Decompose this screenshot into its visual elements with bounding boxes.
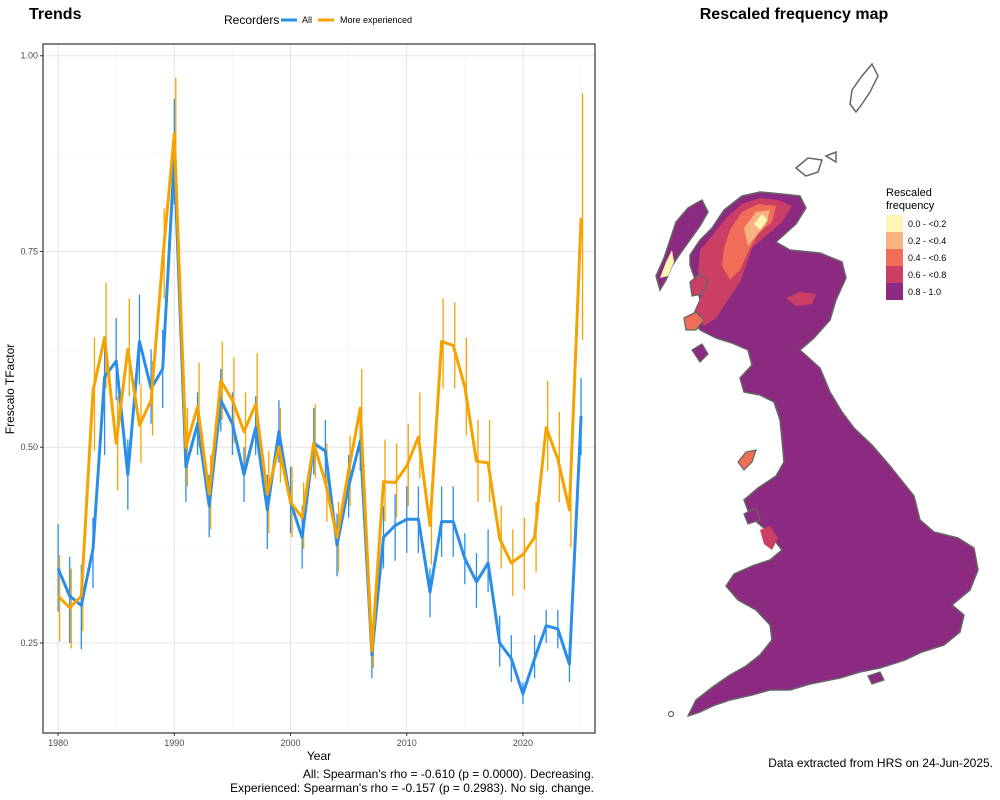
map-legend-title-line1: Rescaled xyxy=(886,187,932,199)
trends-title: Trends xyxy=(29,6,82,23)
plot-border xyxy=(42,43,596,734)
map-patch-lakes xyxy=(760,526,778,550)
map-orkney xyxy=(794,150,837,177)
map-legend: Rescaled frequency 0.0 - <0.20.2 - <0.40… xyxy=(886,187,946,300)
data-credit: Data extracted from HRS on 24-Jun-2025. xyxy=(768,756,993,770)
map-mull xyxy=(683,311,705,331)
map-highland-lowest xyxy=(754,214,768,230)
map-islay xyxy=(691,343,709,364)
series-line-all xyxy=(56,156,583,696)
map-legend-swatch xyxy=(886,215,903,232)
x-axis-title: Year xyxy=(307,749,331,763)
map-legend-items: 0.0 - <0.2 0.2 - <0.4 0.4 - <0.6 0.6 - <0.8… xyxy=(886,215,946,300)
frequency-map xyxy=(655,62,979,718)
map-legend-label: 0.2 - <0.4 xyxy=(908,236,946,246)
y-tick-label: 0.25 xyxy=(20,638,38,648)
map-title: Rescaled frequency map xyxy=(700,6,889,23)
map-hebrides-light xyxy=(660,250,674,278)
series-lines xyxy=(56,132,583,696)
y-tick-label: 0.50 xyxy=(20,442,38,452)
map-legend-label: 0.0 - <0.2 xyxy=(908,219,946,229)
map-skye xyxy=(689,273,709,297)
x-tick-label: 1990 xyxy=(164,738,184,748)
map-legend-swatch xyxy=(886,249,903,266)
stat-line-experienced: Experienced: Spearman's rho = -0.157 (p … xyxy=(230,781,594,795)
stat-line-all: All: Spearman's rho = -0.610 (p = 0.0000… xyxy=(303,767,594,781)
y-tick-label: 1.00 xyxy=(20,51,38,61)
map-legend-title-line2: frequency xyxy=(886,200,935,212)
y-axis-title: Frescalo TFactor xyxy=(3,344,17,434)
legend-title: Recorders xyxy=(224,13,279,27)
map-shetland xyxy=(849,62,879,114)
map-legend-swatch xyxy=(886,266,903,283)
map-legend-swatch xyxy=(886,232,903,249)
map-patch-cairngorm xyxy=(786,292,816,306)
map-highland-medium xyxy=(696,198,792,326)
x-tick-label: 1980 xyxy=(48,738,68,748)
y-axis-ticks: 0.25 0.50 0.75 1.00 xyxy=(20,51,43,648)
map-legend-swatch xyxy=(886,283,903,300)
x-axis-ticks: 1980 1990 2000 2010 2020 xyxy=(48,733,533,748)
legend-label-experienced: More experienced xyxy=(340,15,412,25)
trends-legend: Recorders All More experienced xyxy=(224,13,412,27)
map-isle-of-wight xyxy=(867,671,885,685)
x-tick-label: 2000 xyxy=(281,738,301,748)
grid-lines xyxy=(43,44,595,733)
map-legend-label: 0.4 - <0.6 xyxy=(908,253,946,263)
map-legend-label: 0.6 - <0.8 xyxy=(908,270,946,280)
x-tick-label: 2010 xyxy=(397,738,417,748)
x-tick-label: 2020 xyxy=(513,738,533,748)
legend-label-all: All xyxy=(302,15,312,25)
map-legend-label: 0.8 - 1.0 xyxy=(908,287,941,297)
map-isle-of-man xyxy=(737,449,757,471)
map-mainland xyxy=(687,191,979,717)
map-scilly xyxy=(667,710,675,718)
y-tick-label: 0.75 xyxy=(20,246,38,256)
map-anglesey xyxy=(743,507,761,525)
plot-background xyxy=(43,44,595,733)
trends-plot-area: 0.25 0.50 0.75 1.00 1980 1990 2000 2010 2020 xyxy=(20,43,596,748)
series-line-experienced xyxy=(57,132,583,653)
